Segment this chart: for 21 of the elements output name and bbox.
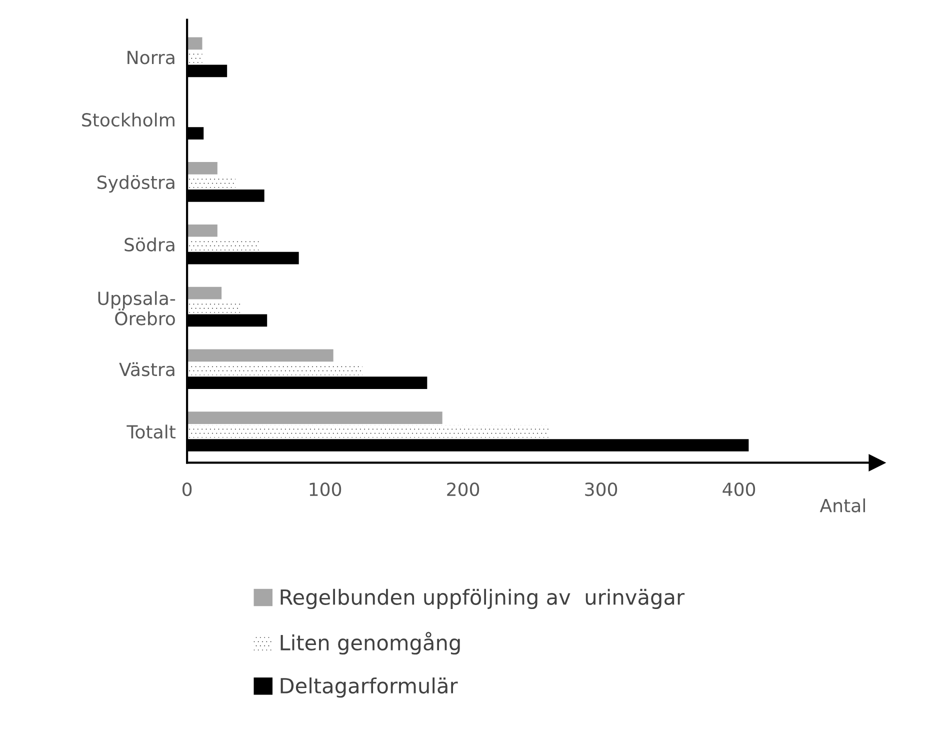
x-tick-label: 100 (310, 482, 342, 496)
x-tick-label: 0 (182, 482, 192, 496)
legend-label: Liten genomgång (280, 632, 460, 655)
bar (187, 37, 202, 50)
legend-label: Deltagarformulär (280, 677, 458, 698)
y-tick-label: Västra (119, 362, 174, 376)
y-tick-label: Stockholm (82, 112, 174, 127)
bar (187, 349, 334, 362)
y-tick-label: Södra (124, 237, 174, 252)
bar (187, 162, 218, 174)
x-axis-title: Antal (820, 498, 865, 512)
bar (187, 286, 222, 300)
bar (187, 224, 218, 237)
y-tick-label: Uppsala- Örebro (98, 291, 176, 326)
x-tick-label: 300 (585, 482, 618, 496)
x-tick-label: 200 (447, 482, 480, 496)
y-tick-label: Norra (128, 50, 174, 64)
x-tick-label: 400 (722, 482, 756, 496)
y-tick-label: Totalt (126, 424, 176, 439)
y-tick-label: Sydöstra (98, 175, 174, 193)
legend-label: Regelbunden uppföljning av urinvägar (280, 588, 685, 610)
